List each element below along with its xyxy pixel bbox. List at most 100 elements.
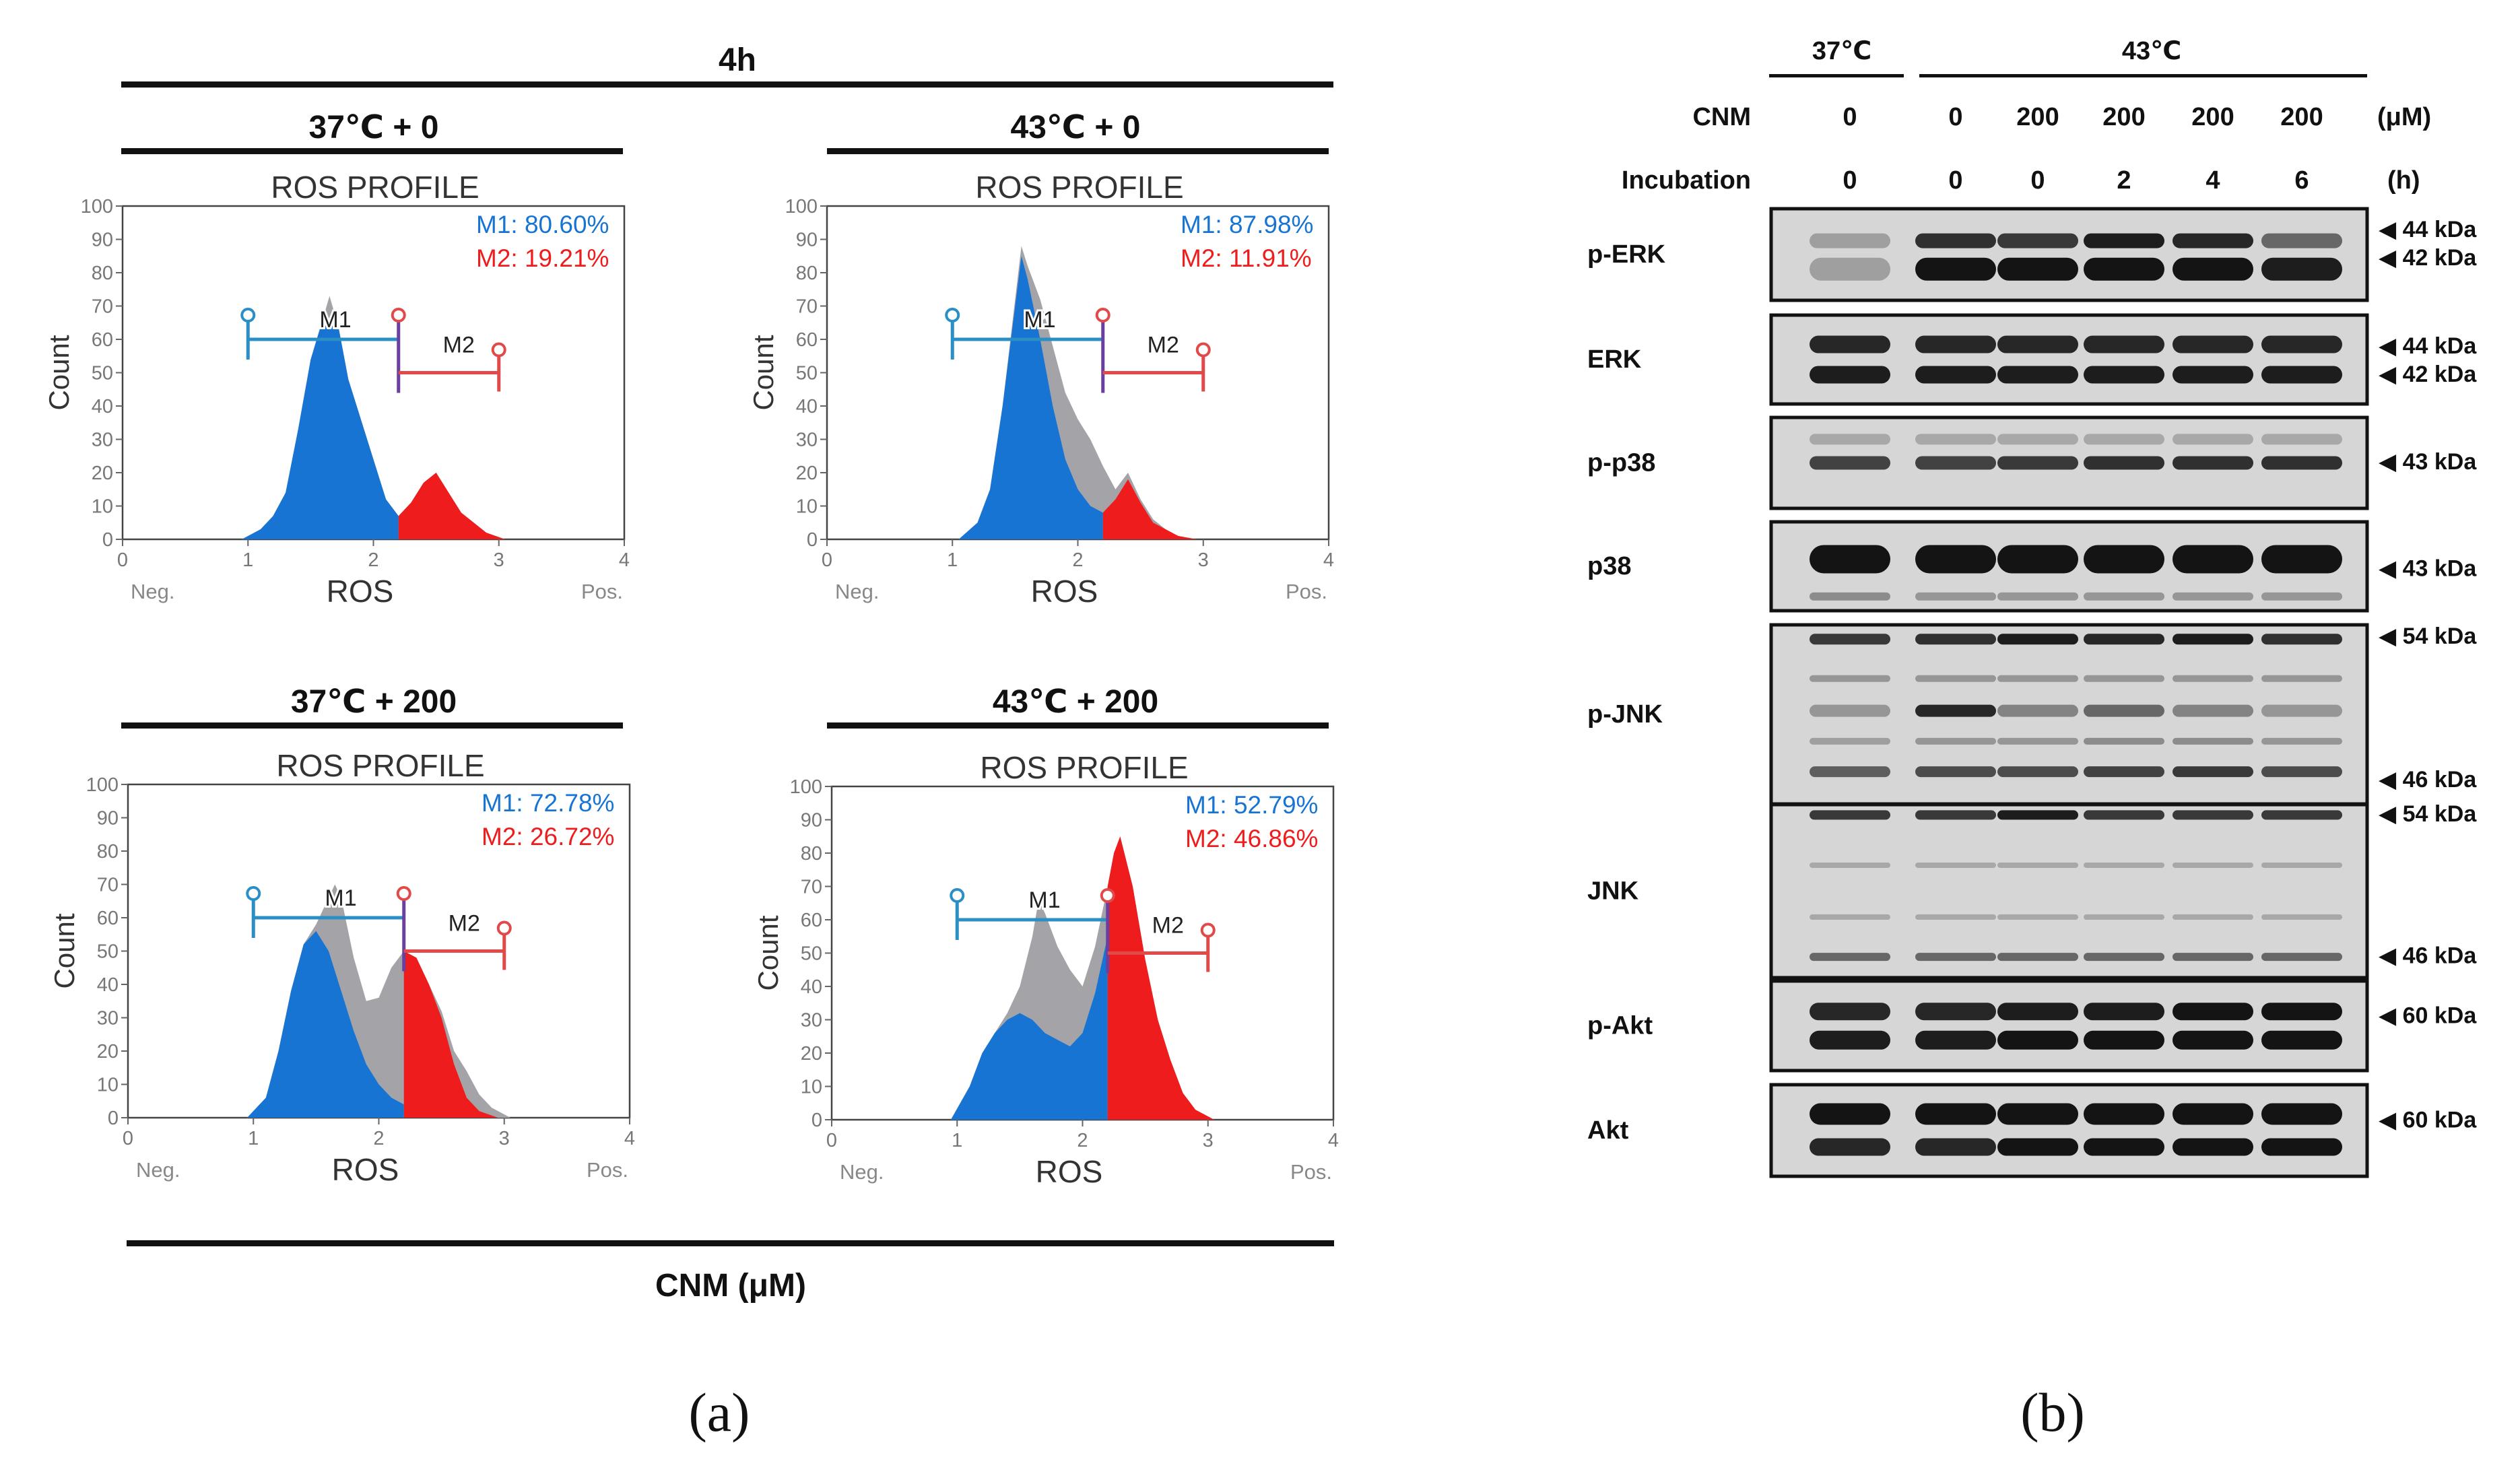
y-tick-label: 60 [796,329,818,351]
m1-gate-handle [950,888,965,903]
time-header-bar [121,81,1333,88]
y-axis-label: Count [43,335,75,410]
protein-band [1810,1103,1890,1125]
protein-band [2084,634,2164,645]
protein-band [2173,810,2253,820]
y-tick-label: 30 [97,1008,119,1030]
blot-frame [1769,803,2369,980]
x-tick-label: 0 [123,1128,133,1149]
neg-label: Neg. [835,580,879,603]
y-tick-label: 80 [796,263,818,284]
blot-frame [1769,979,2369,1073]
protein-band [2084,704,2164,717]
condition-bar [121,722,623,729]
protein-band [2084,1030,2164,1050]
protein-band [2173,545,2253,574]
m2-gate-label: M2 [1148,333,1179,358]
y-tick-label: 30 [796,430,818,451]
protein-band [1915,862,1996,868]
protein-band [2084,766,2164,778]
y-tick-label: 30 [92,430,113,451]
blot-label: JNK [1587,877,1639,906]
y-tick-label: 80 [801,843,822,865]
protein-band [1915,434,1996,445]
protein-band [1915,766,1996,778]
m2-gate-label: M2 [1152,913,1184,939]
protein-band [2173,914,2253,920]
protein-band [2084,1003,2164,1021]
condition-bar [827,722,1329,729]
protein-band [2261,592,2342,601]
x-axis-label: ROS [1031,574,1098,609]
y-tick-label: 0 [811,1110,822,1131]
protein-band [2173,953,2253,962]
protein-band [2261,233,2342,248]
protein-band [2261,257,2342,281]
protein-band [2084,545,2164,574]
protein-band [2261,862,2342,868]
y-tick-label: 20 [801,1043,822,1065]
protein-band [1810,766,1890,778]
y-tick-label: 100 [790,776,822,798]
y-axis-label: Count [48,913,80,988]
molecular-weight-marker: ◀ 60 kDa [2379,1003,2477,1029]
protein-band [1997,1030,2078,1050]
protein-band [1915,1003,1996,1021]
pos-label: Pos. [1290,1160,1332,1184]
x-tick-label: 4 [619,549,630,571]
condition-bar [827,148,1329,154]
blot-row: p-JNK ◀ 54 kDa ◀ 46 kDa [1587,623,2477,806]
pos-label: Pos. [587,1158,628,1182]
cnm-lane-value: 200 [2102,103,2145,131]
x-tick-label: 3 [1203,1130,1214,1151]
protein-band [1915,233,1996,248]
blot-frame [1769,1083,2369,1178]
protein-band [1997,257,2078,281]
molecular-weight-marker: ◀ 44 kDa [2379,217,2477,242]
molecular-weight-marker: ◀ 42 kDa [2379,245,2477,271]
protein-band [2084,592,2164,601]
time-header: 4h [719,42,756,78]
x-tick-label: 1 [947,549,958,571]
m2-gate-handle [396,886,411,901]
m2-gate-handle [491,342,506,358]
protein-band [2084,953,2164,962]
x-tick-label: 2 [1077,1130,1088,1151]
temp-37-label: 37℃ [1812,37,1871,65]
y-tick-label: 100 [785,196,818,217]
protein-band [1810,545,1890,574]
y-tick-label: 50 [97,941,119,963]
protein-band [2261,766,2342,778]
incubation-lane-value: 4 [2206,166,2220,195]
m1-gate-handle [945,308,960,323]
protein-band [2261,335,2342,353]
neg-label: Neg. [840,1160,884,1184]
protein-band [2084,335,2164,353]
y-tick-label: 70 [796,296,818,318]
protein-band [2261,434,2342,445]
protein-band [2084,675,2164,682]
molecular-weight-marker: ◀ 43 kDa [2379,556,2477,582]
m2-gate-handle [1195,342,1211,358]
protein-band [2173,257,2253,281]
y-axis-label: Count [748,335,779,410]
m1-percentage: M1: 52.79% [1185,791,1318,819]
protein-band [1915,335,1996,353]
protein-band [1997,810,2078,820]
protein-band [2173,366,2253,384]
y-tick-label: 10 [796,496,818,518]
protein-band [1997,737,2078,745]
protein-band [2084,233,2164,248]
cnm-lane-value: 0 [1843,103,1857,131]
protein-band [2084,366,2164,384]
protein-band [2084,862,2164,868]
protein-band [1915,366,1996,384]
m2-gate-handle [391,308,406,323]
x-tick-label: 1 [242,549,253,571]
protein-band [1997,766,2078,778]
protein-band [2084,1138,2164,1156]
molecular-weight-marker: ◀ 46 kDa [2379,767,2477,792]
protein-band [1810,335,1890,353]
molecular-weight-marker: ◀ 42 kDa [2379,362,2477,387]
panel-b-caption: (b) [2020,1382,2085,1443]
